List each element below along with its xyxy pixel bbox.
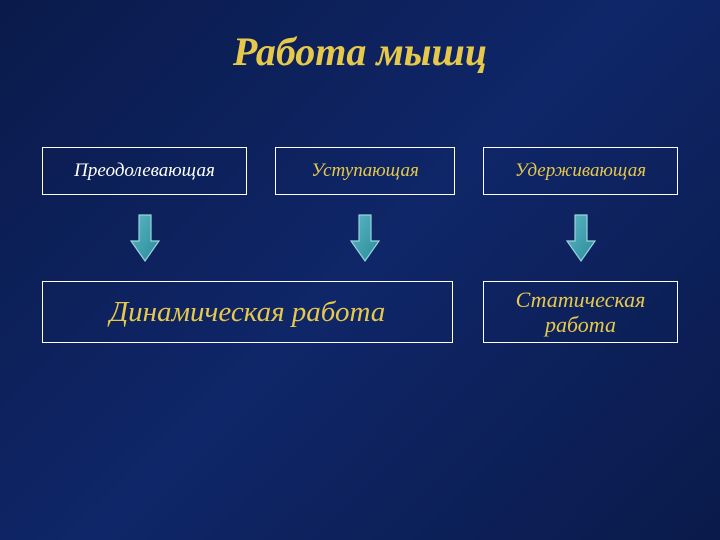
arrow-down-icon xyxy=(347,213,383,263)
top-box-holding: Удерживающая xyxy=(483,147,678,195)
bottom-box-static-label: Статическаяработа xyxy=(516,287,646,338)
top-box-yielding: Уступающая xyxy=(275,147,455,195)
bottom-boxes-row: Динамическая работа Статическаяработа xyxy=(0,281,720,343)
arrow-down-icon xyxy=(563,213,599,263)
top-boxes-row: Преодолевающая Уступающая Удерживающая xyxy=(0,147,720,195)
slide-title: Работа мышц xyxy=(0,0,720,75)
arrow-down-icon xyxy=(127,213,163,263)
bottom-box-dynamic: Динамическая работа xyxy=(42,281,453,343)
bottom-box-static: Статическаяработа xyxy=(483,281,678,343)
arrows-row xyxy=(0,213,720,263)
top-box-overcoming: Преодолевающая xyxy=(42,147,247,195)
